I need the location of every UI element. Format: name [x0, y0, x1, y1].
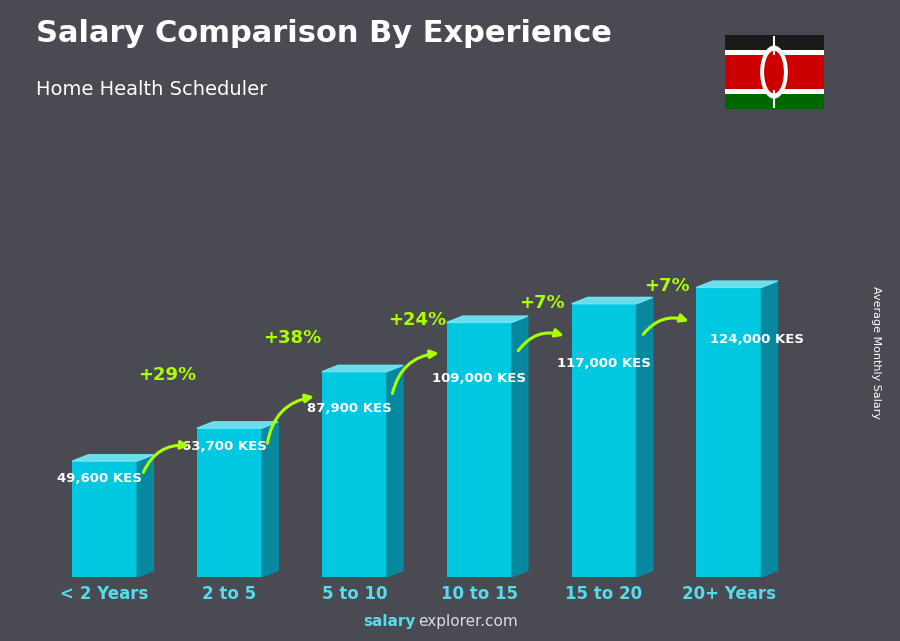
Text: 124,000 KES: 124,000 KES [710, 333, 805, 346]
Ellipse shape [764, 51, 784, 94]
Ellipse shape [760, 46, 788, 99]
Bar [322, 372, 387, 577]
Text: 117,000 KES: 117,000 KES [556, 357, 651, 370]
Text: 63,700 KES: 63,700 KES [182, 440, 267, 453]
Bar [197, 428, 262, 577]
Bar [724, 35, 824, 50]
Polygon shape [137, 454, 153, 577]
Polygon shape [572, 297, 652, 304]
Bar [724, 50, 824, 55]
Polygon shape [387, 365, 403, 577]
Bar [446, 322, 512, 577]
Text: +38%: +38% [263, 329, 321, 347]
Bar [724, 55, 824, 89]
Bar [697, 287, 761, 577]
Bar [572, 304, 636, 577]
Text: 109,000 KES: 109,000 KES [432, 372, 526, 385]
Text: +29%: +29% [138, 367, 196, 385]
Text: +24%: +24% [388, 312, 446, 329]
Polygon shape [322, 365, 403, 372]
Bar [724, 94, 824, 109]
Bar [72, 461, 137, 577]
Text: Home Health Scheduler: Home Health Scheduler [36, 80, 267, 99]
Polygon shape [512, 316, 528, 577]
Text: 87,900 KES: 87,900 KES [307, 402, 392, 415]
Polygon shape [761, 281, 778, 577]
Text: salary: salary [364, 615, 416, 629]
Text: Average Monthly Salary: Average Monthly Salary [871, 286, 881, 419]
Text: +7%: +7% [644, 277, 689, 295]
Text: explorer.com: explorer.com [418, 615, 518, 629]
Text: Salary Comparison By Experience: Salary Comparison By Experience [36, 19, 612, 48]
Polygon shape [72, 454, 153, 461]
Text: +7%: +7% [518, 294, 564, 312]
Polygon shape [697, 281, 778, 287]
Polygon shape [446, 316, 528, 322]
Polygon shape [262, 422, 278, 577]
Text: 49,600 KES: 49,600 KES [58, 472, 142, 485]
Bar [724, 89, 824, 94]
Polygon shape [636, 297, 652, 577]
Polygon shape [197, 422, 278, 428]
